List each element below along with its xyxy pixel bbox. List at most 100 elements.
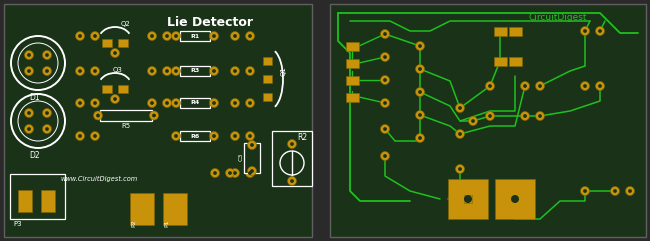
Circle shape <box>213 171 217 175</box>
Bar <box>10 174 65 219</box>
Circle shape <box>248 34 252 38</box>
Circle shape <box>78 69 82 73</box>
Circle shape <box>45 53 49 57</box>
Circle shape <box>418 44 422 48</box>
Text: P2: P2 <box>131 219 136 227</box>
Circle shape <box>231 32 239 40</box>
Circle shape <box>488 84 492 88</box>
Circle shape <box>287 140 296 148</box>
Circle shape <box>78 134 82 138</box>
Circle shape <box>287 176 296 186</box>
Circle shape <box>458 167 462 171</box>
Circle shape <box>595 81 604 91</box>
Circle shape <box>458 132 462 136</box>
Circle shape <box>233 101 237 105</box>
Bar <box>346 59 359 67</box>
Text: C3: C3 <box>239 153 244 161</box>
Circle shape <box>536 81 545 91</box>
Text: R4: R4 <box>190 100 200 106</box>
Circle shape <box>280 151 304 175</box>
Circle shape <box>246 168 255 178</box>
Bar <box>263 93 272 101</box>
Circle shape <box>538 84 542 88</box>
Circle shape <box>380 152 389 161</box>
Circle shape <box>418 113 422 117</box>
Bar <box>180 66 210 76</box>
Circle shape <box>523 84 527 88</box>
Circle shape <box>488 114 492 118</box>
Circle shape <box>456 103 465 113</box>
Circle shape <box>78 101 82 105</box>
Bar <box>263 75 272 83</box>
Circle shape <box>583 189 587 193</box>
Circle shape <box>521 112 530 120</box>
Circle shape <box>380 29 389 39</box>
Circle shape <box>150 69 154 73</box>
Text: P1: P1 <box>164 219 170 227</box>
Circle shape <box>418 90 422 94</box>
Circle shape <box>25 51 34 60</box>
Circle shape <box>94 111 103 120</box>
Circle shape <box>75 67 84 75</box>
Circle shape <box>42 51 51 60</box>
Circle shape <box>523 114 527 118</box>
Circle shape <box>27 127 31 131</box>
Circle shape <box>27 111 31 115</box>
Bar <box>508 27 521 35</box>
Circle shape <box>113 97 117 101</box>
Circle shape <box>93 34 97 38</box>
Circle shape <box>165 34 169 38</box>
Text: P3: P3 <box>13 221 21 227</box>
Circle shape <box>418 136 422 140</box>
Bar <box>493 27 506 35</box>
Text: Q2: Q2 <box>121 21 131 27</box>
Circle shape <box>162 99 172 107</box>
Bar <box>346 93 359 101</box>
Bar <box>263 57 272 65</box>
Circle shape <box>75 32 84 40</box>
Circle shape <box>383 32 387 36</box>
Circle shape <box>148 32 157 40</box>
Circle shape <box>113 51 117 55</box>
Circle shape <box>383 55 387 59</box>
Circle shape <box>415 41 424 51</box>
Bar <box>118 85 128 93</box>
Circle shape <box>45 127 49 131</box>
Circle shape <box>233 134 237 138</box>
Bar <box>180 98 210 108</box>
Circle shape <box>380 125 389 134</box>
Circle shape <box>580 81 590 91</box>
Circle shape <box>464 195 472 203</box>
Bar <box>346 75 359 85</box>
Circle shape <box>471 119 475 123</box>
Bar <box>272 131 312 186</box>
Circle shape <box>625 187 634 195</box>
Circle shape <box>90 67 99 75</box>
Circle shape <box>415 134 424 142</box>
Text: R2: R2 <box>297 134 307 142</box>
Circle shape <box>148 67 157 75</box>
Circle shape <box>150 111 159 120</box>
Circle shape <box>250 169 254 173</box>
Bar <box>180 31 210 41</box>
Circle shape <box>415 111 424 120</box>
Bar <box>130 193 154 225</box>
Circle shape <box>380 53 389 61</box>
Bar <box>508 56 521 66</box>
Circle shape <box>209 67 218 75</box>
Text: Q3: Q3 <box>113 67 123 73</box>
Text: D1: D1 <box>30 94 40 102</box>
Circle shape <box>418 67 422 71</box>
Circle shape <box>511 195 519 203</box>
Circle shape <box>228 171 232 175</box>
Circle shape <box>231 99 239 107</box>
Circle shape <box>248 101 252 105</box>
Circle shape <box>162 32 172 40</box>
Circle shape <box>25 67 34 75</box>
Circle shape <box>486 81 495 91</box>
Circle shape <box>212 101 216 105</box>
Bar <box>41 190 55 212</box>
Bar <box>493 56 506 66</box>
Circle shape <box>209 99 218 107</box>
Text: R1: R1 <box>190 33 200 39</box>
